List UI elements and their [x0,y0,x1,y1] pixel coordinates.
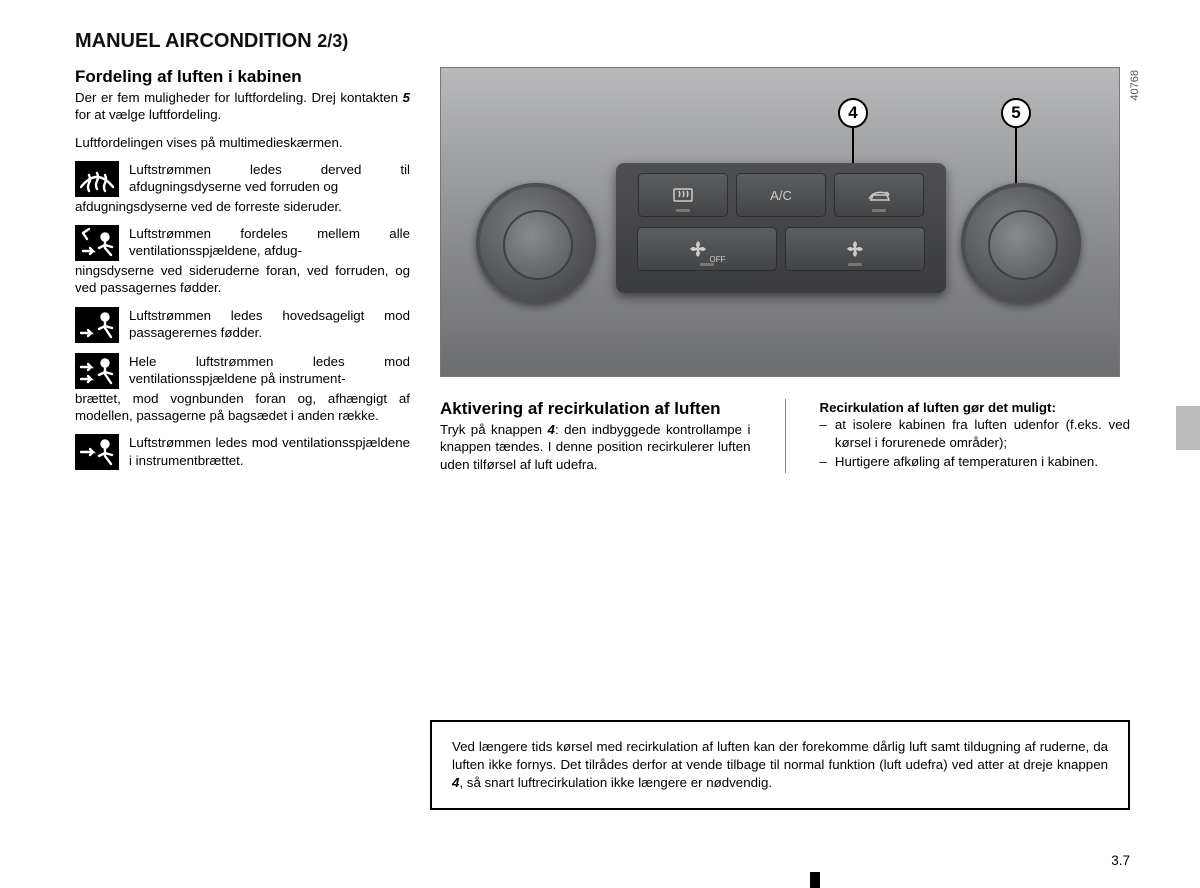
knob-ref-5: 5 [403,90,410,105]
list-item: –Hurtigere afkøling af temperaturen i ka… [820,453,1131,470]
section-air-distribution-intro1: Der er fem muligheder for luftfordeling.… [75,89,410,124]
airflow-option-text: Luftstrømmen fordeles mellem alle ventil… [129,225,410,260]
defrost-windshield-icon [75,161,119,197]
text: for at vælge luftfordeling. [75,107,221,122]
page-title-sub: 2/3) [317,31,348,51]
ac-control-figure: 40768 4 5 🌡 ⤴ A/C [440,67,1120,377]
airflow-option-text: Hele luftstrømmen ledes mod ventilations… [129,353,410,388]
airflow-option-text: Luftstrømmen ledes hovedsageligt mod pas… [129,307,410,342]
footer-mark [810,872,820,888]
airflow-option-text: Luftstrømmen ledes derved til afdugnings… [129,161,410,196]
section-recirc-heading: Aktivering af recirkulation af luften [440,399,751,419]
page-title: MANUEL AIRCONDITION 2/3) [75,30,1130,53]
led-indicator [848,263,862,266]
section-tab [1176,406,1200,450]
callout-line [1015,128,1017,186]
section-recirc-body: Tryk på knappen 4: den indbyggede kontro… [440,421,751,473]
airflow-option-text-cont: brættet, mod vognbunden foran og, afhæng… [75,390,410,425]
airflow-mode-knob[interactable]: ⤴ [961,183,1081,303]
callout-5: 5 [1001,98,1031,128]
callout-4: 4 [838,98,868,128]
page-number: 3.7 [1111,853,1130,868]
airflow-option-defrost: Luftstrømmen ledes derved til afdugnings… [75,161,410,197]
warning-note-box: Ved længere tids kørsel med recirkulatio… [430,720,1130,810]
dash: – [820,453,827,470]
benefits-list: –at isolere kabinen fra luften udenfor (… [820,416,1131,470]
text: Tryk på knappen [440,422,548,437]
vertical-separator [785,399,786,473]
figure-id: 40768 [1129,70,1141,101]
airflow-option-all: Luftstrømmen fordeles mellem alle ventil… [75,225,410,261]
section-benefits-heading: Recirkulation af luften gør det muligt: [820,399,1131,416]
recirculation-button[interactable] [834,173,924,217]
airflow-option-text-cont: afdugningsdyserne ved de forreste sideru… [75,198,410,215]
section-air-distribution-intro2: Luftfordelingen vises på multimedieskærm… [75,134,410,151]
fan-off-button[interactable]: OFF [637,227,777,271]
list-item-text: Hurtigere afkøling af temperaturen i kab… [835,453,1098,470]
note-text: , så snart luftrecirkulation ikke længer… [459,775,772,790]
recirculation-benefits-column: Recirkulation af luften gør det muligt: … [820,399,1131,473]
led-indicator [676,209,690,212]
left-column: Fordeling af luften i kabinen Der er fem… [75,67,410,480]
list-item: –at isolere kabinen fra luften udenfor (… [820,416,1131,451]
led-indicator [700,263,714,266]
airflow-option-dash: Luftstrømmen ledes mod ventilationsspjæl… [75,434,410,470]
airflow-feet-icon [75,307,119,343]
rear-defrost-button[interactable] [638,173,728,217]
recirculation-activation-column: Aktivering af recirkulation af luften Tr… [440,399,751,473]
ac-button-panel: A/C OFF [616,163,946,293]
airflow-option-text-cont: ningsdyserne ved sideruderne foran, ved … [75,262,410,297]
button-ref-4: 4 [548,422,555,437]
lower-text-columns: Aktivering af recirkulation af luften Tr… [440,399,1130,473]
airflow-option-feet: Luftstrømmen ledes hovedsageligt mod pas… [75,307,410,343]
airflow-option-dash-floor: Hele luftstrømmen ledes mod ventilations… [75,353,410,389]
airflow-dash-floor-icon [75,353,119,389]
airflow-icon: ⤴ [1011,231,1025,251]
list-item-text: at isolere kabinen fra luften udenfor (f… [835,416,1130,451]
thermometer-icon: 🌡 [530,229,548,246]
airflow-dash-icon [75,434,119,470]
note-text: Ved længere tids kørsel med recirkulatio… [452,739,1108,772]
text: Der er fem muligheder for luftfordeling.… [75,90,403,105]
airflow-option-text: Luftstrømmen ledes mod ventilationsspjæl… [129,434,410,469]
temperature-knob[interactable]: 🌡 [476,183,596,303]
fan-button[interactable] [785,227,925,271]
led-indicator [872,209,886,212]
section-air-distribution-heading: Fordeling af luften i kabinen [75,67,410,87]
airflow-all-vents-icon [75,225,119,261]
ac-button[interactable]: A/C [736,173,826,217]
page-title-main: MANUEL AIRCONDITION [75,30,317,52]
dash: – [820,416,827,451]
right-column: 40768 4 5 🌡 ⤴ A/C [440,67,1130,480]
